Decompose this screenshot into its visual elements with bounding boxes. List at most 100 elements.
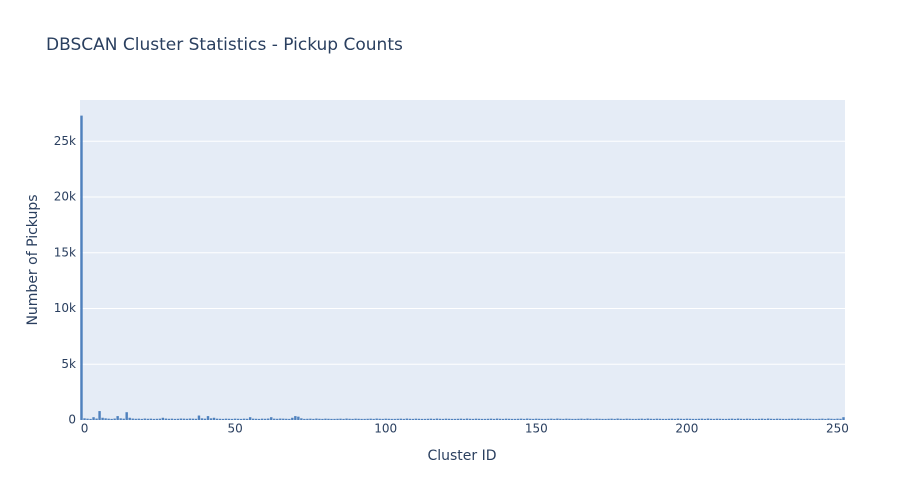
bar	[622, 418, 625, 420]
bar	[610, 418, 613, 420]
bar	[143, 418, 146, 420]
bar	[553, 418, 556, 420]
bar	[833, 418, 836, 420]
bar	[577, 418, 580, 420]
bar	[800, 418, 803, 420]
bar	[83, 418, 86, 420]
bar	[330, 418, 333, 420]
bar	[273, 418, 276, 420]
bar	[300, 418, 303, 420]
bar	[318, 418, 321, 420]
bar	[197, 415, 201, 420]
bar	[785, 418, 788, 420]
y-tick-label: 15k	[54, 245, 76, 259]
bar	[468, 418, 472, 420]
bar	[495, 418, 499, 420]
bar	[718, 418, 722, 420]
bar	[89, 418, 92, 420]
bar	[616, 418, 619, 420]
bar	[270, 417, 273, 420]
bar	[297, 416, 300, 420]
bar	[327, 418, 330, 420]
bar	[288, 418, 291, 420]
bar	[715, 418, 719, 420]
bar	[107, 418, 110, 420]
bar	[709, 418, 713, 420]
bar	[806, 418, 809, 420]
bar	[378, 418, 381, 420]
bar	[739, 418, 743, 420]
bar	[227, 418, 231, 420]
bar	[399, 418, 402, 420]
bar	[221, 418, 225, 420]
bar	[200, 418, 204, 420]
bar	[770, 418, 773, 420]
bar	[670, 418, 674, 420]
bar	[312, 418, 315, 420]
bar	[309, 418, 312, 420]
bar	[357, 418, 360, 420]
bar	[643, 418, 646, 420]
bar	[414, 418, 418, 420]
bar	[384, 418, 387, 420]
bar	[559, 418, 562, 420]
bar	[507, 418, 511, 420]
bar	[104, 418, 107, 420]
bar	[164, 418, 168, 420]
bar	[742, 418, 746, 420]
bar	[797, 418, 800, 420]
bar	[152, 418, 155, 420]
bar	[125, 412, 128, 420]
bar	[351, 418, 354, 420]
bar	[131, 418, 134, 420]
bar	[535, 418, 538, 420]
bar	[257, 418, 261, 420]
bar	[140, 418, 143, 420]
bar	[134, 418, 137, 420]
bar	[381, 418, 384, 420]
bar	[149, 418, 152, 420]
bar	[634, 418, 637, 420]
bar	[628, 418, 631, 420]
bar	[839, 418, 842, 420]
bar	[471, 418, 475, 420]
bar	[345, 418, 348, 420]
bar	[598, 418, 601, 420]
bar	[556, 418, 559, 420]
bar	[803, 418, 806, 420]
bar	[547, 418, 550, 420]
bar	[649, 418, 652, 420]
bar	[489, 418, 493, 420]
bar	[607, 418, 610, 420]
bar	[682, 418, 686, 420]
bar	[423, 418, 427, 420]
bar	[809, 418, 812, 420]
bar	[782, 418, 785, 420]
bar	[86, 418, 89, 420]
bar	[194, 418, 198, 420]
bar	[773, 418, 776, 420]
bar	[492, 418, 496, 420]
bar	[203, 418, 207, 420]
x-axis-title: Cluster ID	[427, 448, 496, 464]
bar	[95, 418, 98, 420]
bar	[170, 418, 174, 420]
bar	[760, 418, 764, 420]
bar	[294, 416, 297, 420]
bar	[182, 418, 186, 420]
bar	[429, 418, 433, 420]
bar	[426, 418, 430, 420]
bar	[510, 418, 514, 420]
bar	[658, 418, 661, 420]
bar	[601, 418, 604, 420]
bar	[604, 418, 607, 420]
bar	[245, 418, 249, 420]
bar	[242, 418, 246, 420]
bar	[700, 418, 704, 420]
bar	[375, 418, 378, 420]
bar	[824, 418, 827, 420]
y-tick-label: 5k	[61, 357, 76, 371]
bar	[673, 418, 677, 420]
bar	[757, 418, 761, 420]
